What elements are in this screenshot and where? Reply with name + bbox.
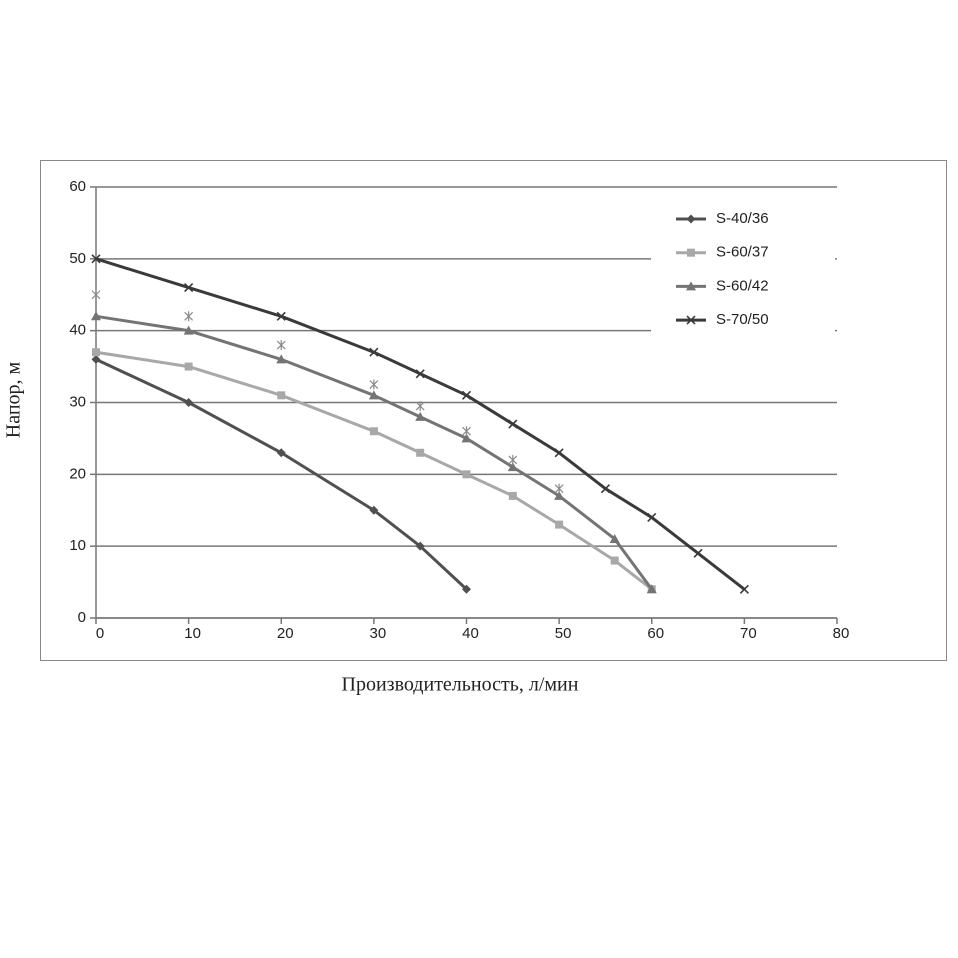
marker [369, 505, 379, 515]
series-line [95, 314, 653, 591]
y-tick-label: 60 [69, 178, 86, 195]
marker [554, 448, 564, 458]
legend-label: S-40/36 [716, 210, 769, 227]
marker [610, 556, 619, 565]
marker [462, 470, 471, 479]
x-tick-label: 50 [555, 625, 572, 642]
x-tick-label: 80 [833, 625, 850, 642]
series-line [95, 257, 746, 591]
marker [686, 281, 696, 291]
marker [184, 398, 194, 407]
x-tick-label: 30 [370, 625, 387, 642]
marker [739, 584, 749, 594]
y-tick-label: 10 [69, 537, 86, 554]
marker [276, 340, 286, 351]
x-tick-label: 20 [277, 625, 294, 642]
marker [687, 248, 695, 257]
marker [508, 491, 517, 500]
chart-border [40, 160, 947, 661]
marker [416, 448, 425, 457]
marker [508, 419, 518, 429]
marker [415, 369, 425, 379]
marker [554, 483, 564, 494]
marker [369, 379, 379, 390]
y-tick-label: 40 [69, 322, 86, 339]
marker [461, 433, 472, 443]
x-tick-label: 70 [740, 625, 757, 642]
marker [461, 390, 472, 400]
marker [91, 354, 101, 364]
marker [686, 315, 696, 325]
x-axis-label: Производительность, л/мин [342, 674, 579, 696]
marker [647, 512, 657, 522]
marker [91, 311, 101, 321]
marker [184, 311, 194, 322]
marker [415, 401, 425, 412]
legend-label: S-60/42 [716, 277, 769, 294]
marker [276, 448, 286, 458]
marker [276, 354, 287, 364]
marker [276, 311, 286, 321]
marker [646, 584, 657, 594]
marker [462, 426, 471, 437]
marker [183, 325, 194, 335]
series-line [95, 358, 468, 591]
y-axis-label: Напор, м [3, 361, 25, 438]
marker [369, 427, 378, 436]
marker [693, 548, 703, 558]
marker [92, 348, 100, 357]
series-line [95, 350, 653, 591]
x-tick-label: 0 [96, 625, 104, 642]
marker [369, 347, 379, 357]
marker [609, 533, 620, 543]
marker [507, 462, 518, 472]
marker [184, 362, 193, 371]
marker [184, 283, 194, 293]
y-tick-label: 50 [69, 250, 86, 267]
y-tick-label: 20 [69, 465, 86, 482]
marker [277, 391, 286, 400]
marker [554, 490, 565, 500]
legend-box [651, 198, 835, 340]
x-tick-label: 10 [184, 625, 201, 642]
marker [686, 214, 696, 224]
x-tick-label: 40 [462, 625, 479, 642]
marker [415, 411, 426, 421]
y-tick-label: 30 [69, 393, 86, 410]
marker [415, 541, 425, 551]
marker [600, 484, 611, 494]
marker [91, 289, 101, 300]
marker [462, 584, 471, 594]
legend-label: S-60/37 [716, 244, 769, 261]
legend-label: S-70/50 [716, 311, 769, 328]
y-tick-label: 0 [78, 609, 86, 626]
x-tick-label: 60 [647, 625, 664, 642]
marker [555, 520, 564, 529]
marker [91, 254, 101, 264]
marker [368, 390, 379, 400]
marker [508, 454, 518, 465]
